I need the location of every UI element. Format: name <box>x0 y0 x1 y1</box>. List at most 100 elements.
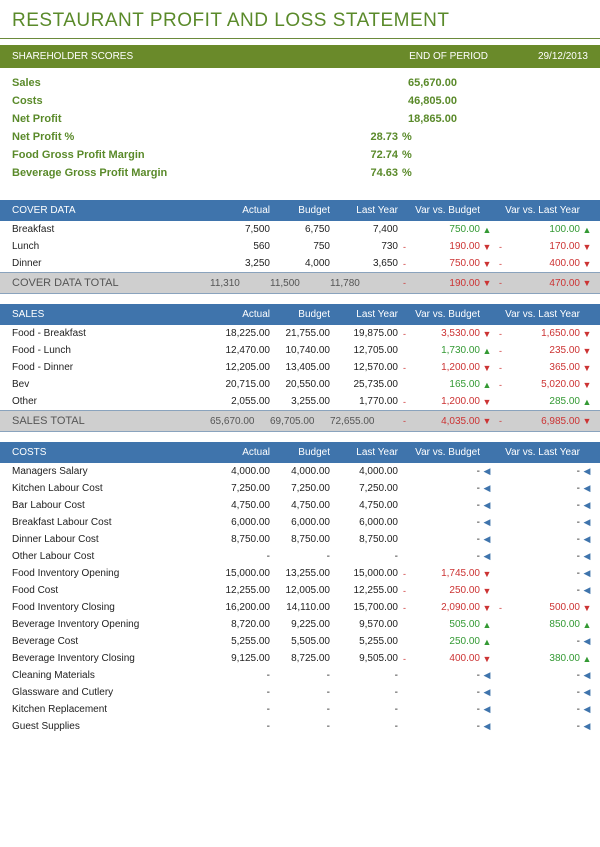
data-row: Lunch560750730-190.00▼-170.00▼ <box>0 238 600 255</box>
cell-budget: 14,110.00 <box>270 602 330 613</box>
variance-value: - <box>502 585 580 596</box>
cell-lastyear: 5,255.00 <box>330 636 398 647</box>
data-row: Other2,055.003,255.001,770.00-1,200.00▼-… <box>0 393 600 410</box>
down-arrow-icon: ▼ <box>580 363 594 373</box>
col-lastyear: Last Year <box>330 205 398 216</box>
cell-lastyear: 19,875.00 <box>330 328 398 339</box>
left-arrow-icon: ◀ <box>580 670 594 681</box>
variance-group: -500.00 <box>494 602 580 613</box>
variance-sign: - <box>398 278 406 288</box>
variance-value: 1,200.00 <box>406 362 480 373</box>
total-row: COVER DATA TOTAL11,31011,50011,780-190.0… <box>0 272 600 294</box>
cell-actual: 12,470.00 <box>210 345 270 356</box>
cell-budget: 750 <box>270 241 330 252</box>
variance-value: 500.00 <box>502 602 580 613</box>
row-label: Bar Labour Cost <box>12 500 210 511</box>
cell-lastyear: 9,570.00 <box>330 619 398 630</box>
variance-sign: - <box>398 329 406 339</box>
row-label: Food - Dinner <box>12 362 210 373</box>
variance-sign: - <box>494 416 502 426</box>
cell-actual: 560 <box>210 241 270 252</box>
col-var-lastyear: Var vs. Last Year <box>494 447 580 458</box>
row-value: 18,865.00 <box>408 110 588 128</box>
cell-actual: 7,500 <box>210 224 270 235</box>
left-arrow-icon: ◀ <box>580 500 594 511</box>
cell-budget: 6,750 <box>270 224 330 235</box>
cell-budget: - <box>270 687 330 698</box>
cell-budget: 9,225.00 <box>270 619 330 630</box>
variance-value: - <box>502 636 580 647</box>
down-arrow-icon: ▼ <box>580 259 594 269</box>
variance-value: 6,985.00 <box>502 416 580 427</box>
cell-actual: 4,000.00 <box>210 466 270 477</box>
row-value: 28.73 <box>353 128 398 146</box>
row-label: Food Cost <box>12 585 210 596</box>
cell-actual: 8,720.00 <box>210 619 270 630</box>
left-arrow-icon: ◀ <box>480 670 494 681</box>
variance-group: -1,200.00 <box>398 396 480 407</box>
cell-budget: 13,405.00 <box>270 362 330 373</box>
variance-group: -250.00 <box>398 636 480 647</box>
cell-actual: 15,000.00 <box>210 568 270 579</box>
left-arrow-icon: ◀ <box>580 466 594 477</box>
variance-sign: - <box>494 329 502 339</box>
row-label: Other Labour Cost <box>12 551 210 562</box>
variance-value: 190.00 <box>406 241 480 252</box>
cell-lastyear: 8,750.00 <box>330 534 398 545</box>
row-label: Food Inventory Opening <box>12 568 210 579</box>
row-label: Kitchen Replacement <box>12 704 210 715</box>
row-label: Net Profit <box>12 110 408 128</box>
col-budget: Budget <box>270 205 330 216</box>
row-label: Guest Supplies <box>12 721 210 732</box>
cell-actual: 9,125.00 <box>210 653 270 664</box>
variance-value: 250.00 <box>406 585 480 596</box>
cell-actual: 8,750.00 <box>210 534 270 545</box>
variance-sign: - <box>398 569 406 579</box>
cell-lastyear: 15,700.00 <box>330 602 398 613</box>
variance-group: -750.00 <box>398 258 480 269</box>
cell-budget: 6,000.00 <box>270 517 330 528</box>
cell-lastyear: 11,780 <box>330 278 398 289</box>
section-title: SALES <box>12 309 210 320</box>
cell-actual: 7,250.00 <box>210 483 270 494</box>
down-arrow-icon: ▼ <box>480 416 494 426</box>
cell-actual: 2,055.00 <box>210 396 270 407</box>
data-row: Breakfast7,5006,7507,400-750.00▲-100.00▲ <box>0 221 600 238</box>
section-header: SALESActualBudgetLast YearVar vs. Budget… <box>0 304 600 325</box>
variance-value: - <box>502 517 580 528</box>
variance-group: -1,730.00 <box>398 345 480 356</box>
variance-value: - <box>406 483 480 494</box>
up-arrow-icon: ▲ <box>580 397 594 407</box>
cell-budget: - <box>270 704 330 715</box>
col-var-budget: Var vs. Budget <box>398 309 480 320</box>
data-row: Other Labour Cost-----◀--◀ <box>0 548 600 565</box>
cell-lastyear: 15,000.00 <box>330 568 398 579</box>
variance-group: -505.00 <box>398 619 480 630</box>
variance-value: 850.00 <box>502 619 580 630</box>
cell-actual: - <box>210 687 270 698</box>
data-row: Food - Lunch12,470.0010,740.0012,705.00-… <box>0 342 600 359</box>
variance-group: -- <box>494 687 580 698</box>
variance-group: -470.00 <box>494 278 580 289</box>
variance-value: - <box>406 466 480 477</box>
down-arrow-icon: ▼ <box>480 569 494 579</box>
left-arrow-icon: ◀ <box>580 483 594 494</box>
cell-actual: - <box>210 551 270 562</box>
variance-value: 380.00 <box>502 653 580 664</box>
variance-sign: - <box>398 416 406 426</box>
up-arrow-icon: ▲ <box>580 620 594 630</box>
data-row: Beverage Cost5,255.005,505.005,255.00-25… <box>0 633 600 650</box>
cell-budget: 4,000 <box>270 258 330 269</box>
variance-group: -1,200.00 <box>398 362 480 373</box>
variance-group: -- <box>398 704 480 715</box>
variance-group: -- <box>494 500 580 511</box>
row-unit: % <box>398 128 588 146</box>
shareholder-header: SHAREHOLDER SCORES END OF PERIOD 29/12/2… <box>0 45 600 68</box>
variance-group: -6,985.00 <box>494 416 580 427</box>
variance-group: -- <box>494 636 580 647</box>
cell-actual: 11,310 <box>210 278 270 289</box>
variance-group: -- <box>398 687 480 698</box>
section-title: COVER DATA <box>12 205 210 216</box>
variance-value: 1,730.00 <box>406 345 480 356</box>
cell-budget: - <box>270 551 330 562</box>
